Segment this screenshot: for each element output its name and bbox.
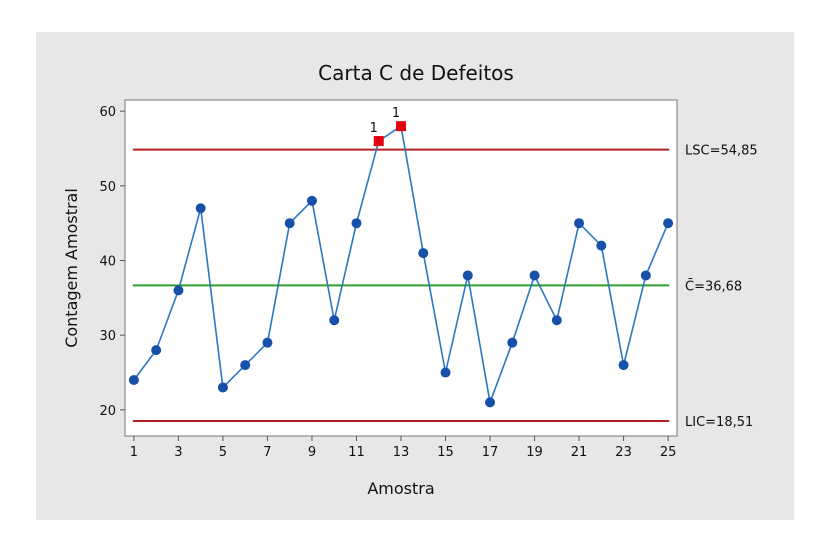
data-point [240,360,251,371]
control-chart: Carta C de Defeitos Amostra Contagem Amo… [62,61,758,498]
control-limits: LSC=54,85 C̄=36,68 LIC=18,51 [132,144,758,430]
x-tick-label: 13 [393,445,410,460]
x-tick-label: 3 [174,445,182,460]
data-point [529,270,540,281]
data-point [440,367,451,378]
chart-figure: Carta C de Defeitos Amostra Contagem Amo… [36,32,794,520]
data-point [663,218,674,229]
data-point [462,270,473,281]
x-tick-label: 17 [482,445,499,460]
y-tick-label: 30 [99,329,116,344]
out-of-control-point [396,121,406,132]
lcl-label: LIC=18,51 [685,415,753,430]
y-axis-label: Contagem Amostral [62,188,81,348]
data-point [329,315,340,326]
data-point [217,382,228,393]
data-point [195,203,206,214]
x-tick-label: 25 [660,445,677,460]
data-point [351,218,362,229]
series-layer: 11 [128,106,674,408]
data-point [574,218,585,229]
y-tick-label: 50 [99,180,116,195]
x-tick-label: 23 [615,445,632,460]
center-label: C̄=36,68 [685,279,742,294]
chart-title: Carta C de Defeitos [318,61,514,85]
x-tick-label: 5 [219,445,227,460]
x-tick-label: 15 [437,445,454,460]
data-point [640,270,651,281]
y-tick-label: 20 [99,404,116,419]
x-tick-label: 1 [130,445,138,460]
x-tick-label: 21 [571,445,588,460]
data-point [151,345,162,356]
x-tick-label: 9 [308,445,316,460]
data-point [618,360,629,371]
data-point [173,285,184,296]
data-point [418,248,429,259]
x-tick-label: 7 [263,445,271,460]
data-point [507,337,518,348]
data-point [128,375,139,385]
y-tick-label: 40 [99,255,116,270]
data-point [551,315,562,326]
plot-area [124,99,678,437]
x-axis-label: Amostra [367,479,434,498]
out-of-control-flag: 1 [392,106,400,121]
data-point [262,337,273,348]
x-tick-label: 19 [526,445,543,460]
x-tick-label: 11 [348,445,365,460]
out-of-control-flag: 1 [370,121,378,136]
data-point [596,240,607,251]
data-point [284,218,295,229]
data-point [306,195,317,206]
ucl-label: LSC=54,85 [685,144,758,159]
out-of-control-point [373,136,384,147]
y-tick-label: 60 [99,105,116,120]
data-point [485,397,496,408]
